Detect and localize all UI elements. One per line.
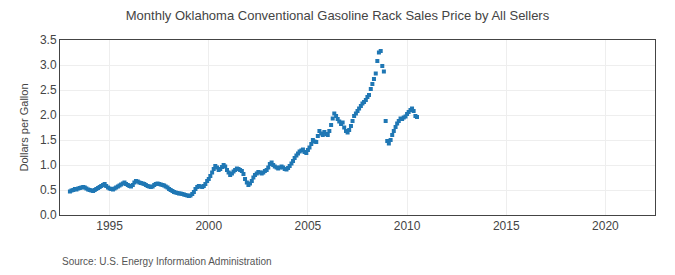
svg-text:2010: 2010 <box>394 219 421 233</box>
svg-text:1.5: 1.5 <box>40 133 57 147</box>
svg-text:0.5: 0.5 <box>40 183 57 197</box>
svg-text:1995: 1995 <box>96 219 123 233</box>
svg-text:2005: 2005 <box>295 219 322 233</box>
svg-text:2000: 2000 <box>195 219 222 233</box>
svg-text:Source: U.S. Energy Informatio: Source: U.S. Energy Information Administ… <box>62 256 272 267</box>
svg-text:2.5: 2.5 <box>40 83 57 97</box>
svg-text:2020: 2020 <box>592 219 619 233</box>
svg-text:1.0: 1.0 <box>40 158 57 172</box>
svg-text:3.5: 3.5 <box>40 33 57 47</box>
svg-text:Dollars per Gallon: Dollars per Gallon <box>18 83 30 171</box>
svg-text:3.0: 3.0 <box>40 58 57 72</box>
svg-text:Monthly Oklahoma Conventional: Monthly Oklahoma Conventional Gasoline R… <box>126 8 550 23</box>
svg-text:2015: 2015 <box>493 219 520 233</box>
svg-text:0.0: 0.0 <box>40 208 57 222</box>
svg-text:2.0: 2.0 <box>40 108 57 122</box>
